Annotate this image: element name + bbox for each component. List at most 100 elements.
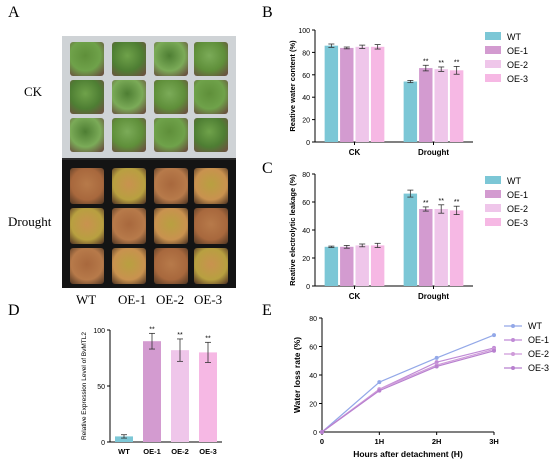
plant-photo	[62, 36, 236, 288]
chart-e-series-line	[321, 334, 495, 433]
chart-c-significance-mark: **	[423, 200, 429, 207]
chart-d-y-tick-label: 100	[93, 328, 105, 335]
chart-c-bar	[419, 209, 433, 286]
chart-b-significance-mark: **	[438, 60, 444, 67]
chart-e-x-tick-label: 0	[320, 437, 324, 446]
chart-b-bar	[403, 81, 418, 142]
genotype-label-oe2: OE-2	[156, 292, 185, 307]
chart-e-series-line	[321, 350, 495, 433]
chart-e-legend-marker	[511, 324, 515, 328]
chart-d-significance-mark: **	[205, 335, 211, 342]
chart-e-legend-label: WT	[528, 321, 542, 331]
chart-e-data-point	[492, 333, 496, 338]
chart-e-legend-marker	[511, 352, 515, 356]
plant-pot-drought	[194, 248, 228, 284]
chart-e-legend-marker	[511, 366, 515, 370]
plant-pot-control	[112, 118, 146, 152]
chart-b-legend-label: OE-3	[507, 74, 528, 84]
chart-c-significance-mark: **	[438, 198, 444, 205]
chart-b-y-tick-label: 0	[306, 140, 310, 147]
row-label-drought: Drought	[8, 214, 52, 229]
chart-b-y-tick-label: 80	[302, 50, 310, 57]
plant-pot-control	[70, 42, 104, 76]
chart-c-bar	[370, 245, 385, 286]
chart-b-bar	[449, 70, 464, 142]
chart-b-legend-swatch	[485, 74, 501, 82]
chart-e-legend-label: OE-2	[528, 349, 549, 359]
plant-pot-drought	[112, 168, 146, 204]
plant-pot-control	[154, 80, 188, 114]
chart-e-data-point	[377, 388, 382, 393]
chart-b-legend-swatch	[485, 60, 501, 68]
chart-c-legend-swatch	[485, 190, 501, 198]
plant-pot-drought	[154, 168, 188, 204]
chart-e-legend-marker	[511, 338, 515, 342]
chart-c-legend-swatch	[485, 204, 501, 212]
chart-e-legend-label: OE-1	[528, 335, 549, 345]
chart-d-x-tick-label: OE-3	[199, 447, 217, 456]
chart-d-x-tick-label: OE-2	[171, 447, 189, 456]
chart-b-legend-label: OE-2	[507, 60, 528, 70]
chart-e-x-tick-label: 1H	[375, 437, 385, 446]
chart-e-y-tick-label: 0	[313, 430, 317, 437]
chart-d-x-tick-label: OE-1	[143, 447, 161, 456]
chart-d-bar	[115, 436, 133, 442]
plant-pot-drought	[70, 168, 104, 204]
plant-pot-control	[194, 42, 228, 76]
chart-e-x-tick-label: 2H	[432, 437, 442, 446]
chart-c-legend-swatch	[485, 176, 501, 184]
chart-b-y-tick-label: 20	[302, 118, 310, 125]
chart-e-data-point	[377, 380, 382, 385]
chart-c-y-axis-title: Reative electrolytic leakage (%)	[288, 174, 297, 286]
genotype-label-oe1: OE-1	[118, 292, 147, 307]
chart-c-legend-label: OE-1	[507, 190, 528, 200]
chart-b-legend-label: WT	[507, 32, 521, 42]
chart-b-bar	[355, 46, 369, 142]
chart-c-significance-mark: **	[454, 199, 460, 206]
chart-d-y-tick-label: 0	[101, 440, 105, 447]
plant-pot-drought	[154, 208, 188, 244]
genotype-label-wt: WT	[76, 292, 97, 307]
plant-pot-control	[194, 118, 228, 152]
panel-letter-c: C	[262, 160, 273, 177]
chart-d-bar	[171, 350, 189, 442]
chart-b-bar	[434, 69, 448, 142]
plant-pot-control	[112, 80, 146, 114]
chart-b-significance-mark: **	[423, 58, 429, 65]
plant-pot-control	[70, 80, 104, 114]
chart-c-bar	[324, 246, 339, 286]
chart-c-x-tick-label: CK	[349, 292, 361, 301]
plant-pot-drought	[112, 208, 146, 244]
chart-b-bar	[370, 46, 385, 142]
chart-e-y-axis-title: Water loss rate (%)	[292, 337, 302, 413]
chart-b-bar	[324, 45, 339, 142]
plant-pot-drought	[194, 208, 228, 244]
chart-b-x-tick-label: CK	[349, 148, 361, 157]
chart-e-data-point	[320, 430, 324, 434]
chart-b-legend-swatch	[485, 46, 501, 54]
chart-e-y-tick-label: 80	[309, 316, 317, 323]
plant-pot-drought	[154, 248, 188, 284]
plant-pot-control	[194, 80, 228, 114]
chart-c-y-tick-label: 60	[302, 200, 310, 207]
panel-letter-d: D	[8, 302, 20, 319]
chart-e-data-point	[492, 348, 496, 353]
row-label-ck: CK	[24, 84, 43, 99]
chart-c-legend-label: WT	[507, 176, 521, 186]
chart-c-bar	[449, 210, 464, 286]
chart-c-x-tick-label: Drought	[418, 292, 449, 301]
chart-b-legend-label: OE-1	[507, 46, 528, 56]
chart-e-y-tick-label: 60	[309, 345, 317, 352]
plant-pot-control	[154, 118, 188, 152]
panel-letter-e: E	[262, 302, 272, 319]
panel-letter-a: A	[8, 4, 20, 21]
chart-d-y-axis-title: Relative Expression Level of BvMTL2	[81, 332, 88, 440]
plant-pot-drought	[70, 248, 104, 284]
chart-b-x-tick-label: Drought	[418, 148, 449, 157]
chart-e-x-tick-label: 3H	[489, 437, 499, 446]
chart-e-x-axis-title: Hours after detachment (H)	[353, 449, 463, 459]
chart-d-x-tick-label: WT	[118, 447, 130, 456]
chart-c-legend-swatch	[485, 218, 501, 226]
chart-e-data-point	[434, 364, 439, 369]
plant-pot-control	[70, 118, 104, 152]
